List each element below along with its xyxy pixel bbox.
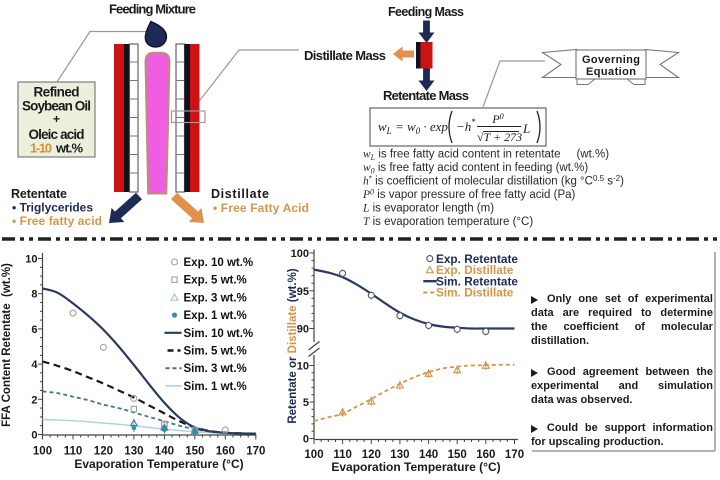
svg-text:130: 130	[390, 449, 409, 461]
svg-text:Exp. Retentate: Exp. Retentate	[436, 252, 518, 266]
svg-text:wt.%: wt.%	[55, 141, 83, 156]
svg-text:Exp. 3 wt.%: Exp. 3 wt.%	[184, 292, 247, 304]
svg-text:Exp. 1 wt.%: Exp. 1 wt.%	[184, 310, 247, 322]
svg-text:160: 160	[476, 449, 495, 461]
svg-text:Equation: Equation	[586, 66, 636, 78]
svg-text:*: *	[471, 117, 476, 127]
svg-text:Sim. 1 wt.%: Sim. 1 wt.%	[184, 381, 247, 393]
svg-text:Feeding Mass: Feeding Mass	[388, 5, 464, 19]
svg-text:Distillate Mass: Distillate Mass	[304, 48, 386, 63]
svg-text:8: 8	[31, 289, 37, 301]
svg-text:110: 110	[64, 446, 83, 458]
svg-text:100: 100	[291, 248, 309, 260]
svg-text:100: 100	[33, 446, 52, 458]
svg-text:120: 120	[94, 446, 113, 458]
svg-text:Retentate Mass: Retentate Mass	[383, 88, 469, 103]
svg-text:Soybean Oil: Soybean Oil	[22, 99, 91, 114]
svg-text:Evaporation Temperature (°C): Evaporation Temperature (°C)	[74, 457, 243, 471]
svg-text:Retentate or Distillate (wt.%): Retentate or Distillate (wt.%)	[287, 268, 299, 423]
svg-text:110: 110	[333, 449, 352, 461]
svg-text:• Free fatty acid: • Free fatty acid	[12, 214, 102, 228]
svg-text:FFA Content Retentate (wt.%): FFA Content Retentate (wt.%)	[1, 263, 13, 427]
svg-text:150: 150	[448, 449, 467, 461]
svg-text:Distillate: Distillate	[211, 187, 269, 201]
svg-text:170: 170	[505, 449, 524, 461]
svg-text:90: 90	[297, 324, 309, 336]
svg-text:4: 4	[31, 359, 38, 371]
svg-text:−h: −h	[456, 119, 471, 134]
svg-text:√T + 273: √T + 273	[477, 130, 522, 144]
svg-text:Sim. 3 wt.%: Sim. 3 wt.%	[184, 363, 247, 375]
svg-text:wL = w0 · exp: wL = w0 · exp	[378, 119, 448, 136]
svg-text:150: 150	[185, 446, 204, 458]
svg-text:L is evaporator length (m): L is evaporator length (m)	[362, 203, 494, 215]
svg-text:0: 0	[303, 434, 309, 446]
svg-text:• Triglycerides: • Triglycerides	[12, 201, 93, 215]
svg-text:160: 160	[216, 446, 235, 458]
svg-text:Sim. 10 wt.%: Sim. 10 wt.%	[184, 328, 254, 340]
svg-text:0: 0	[31, 430, 37, 442]
svg-text:Exp. 5 wt.%: Exp. 5 wt.%	[184, 275, 247, 287]
svg-text:h* is coefficient of molecular: h* is coefficient of molecular distillat…	[363, 174, 624, 188]
svg-text:+: +	[53, 112, 60, 126]
svg-text:170: 170	[246, 446, 265, 458]
svg-text:130: 130	[124, 446, 143, 458]
svg-text:140: 140	[419, 449, 438, 461]
svg-text:• Free Fatty Acid: • Free Fatty Acid	[213, 201, 309, 215]
svg-text:w0 is free fatty acid content: w0 is free fatty acid content in feeding…	[363, 162, 588, 176]
svg-text:Sim. Distillate: Sim. Distillate	[436, 286, 514, 300]
svg-text:P0 is vapor pressure of free f: P0 is vapor pressure of free fatty acid …	[362, 188, 576, 202]
svg-text:10: 10	[297, 361, 309, 373]
svg-text:Exp. Distillate: Exp. Distillate	[436, 263, 514, 277]
svg-text:1-10: 1-10	[30, 141, 52, 156]
svg-text:Refined: Refined	[34, 85, 80, 100]
svg-text:10: 10	[25, 254, 37, 266]
svg-text:Sim. Retentate: Sim. Retentate	[436, 274, 518, 288]
svg-text:Oleic acid: Oleic acid	[29, 127, 85, 142]
svg-text:120: 120	[362, 449, 381, 461]
svg-text:Governing: Governing	[582, 54, 640, 66]
svg-text:Sim. 5 wt.%: Sim. 5 wt.%	[184, 346, 247, 358]
svg-text:5: 5	[303, 397, 309, 409]
svg-text:100: 100	[304, 449, 323, 461]
svg-text:Exp. 10 wt.%: Exp. 10 wt.%	[184, 257, 254, 269]
svg-text:140: 140	[155, 446, 174, 458]
svg-text:95: 95	[297, 286, 309, 298]
svg-text:L: L	[522, 121, 530, 136]
svg-text:6: 6	[31, 324, 37, 336]
svg-text:Evaporation Temperature (°C): Evaporation Temperature (°C)	[331, 460, 500, 474]
svg-text:wL is free fatty acid content: wL is free fatty acid content in retenta…	[363, 149, 609, 163]
svg-text:Retentate: Retentate	[11, 187, 67, 201]
svg-text:T is evaporation temperature: T is evaporation temperature (°C)	[363, 216, 533, 228]
svg-text:Feeding Mixture: Feeding Mixture	[109, 2, 196, 17]
svg-text:2: 2	[31, 394, 37, 406]
